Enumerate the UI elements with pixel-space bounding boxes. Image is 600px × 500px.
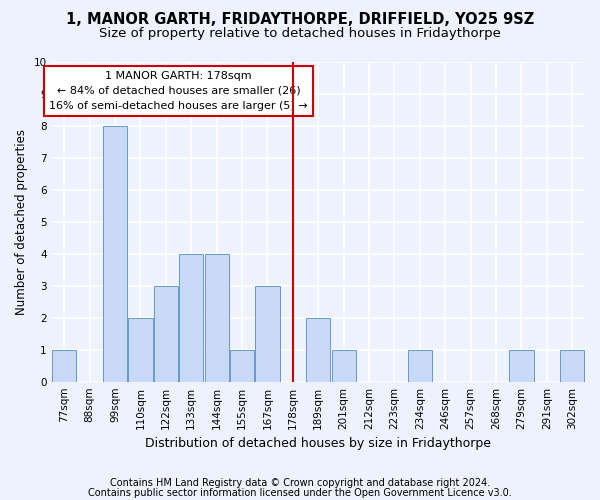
Text: Contains HM Land Registry data © Crown copyright and database right 2024.: Contains HM Land Registry data © Crown c… [110, 478, 490, 488]
Bar [52, 350, 76, 382]
Bar [256, 286, 280, 382]
Text: Contains public sector information licensed under the Open Government Licence v3: Contains public sector information licen… [88, 488, 512, 498]
Bar [332, 350, 356, 382]
Bar [560, 350, 584, 382]
Bar [128, 318, 152, 382]
Bar [179, 254, 203, 382]
X-axis label: Distribution of detached houses by size in Fridaythorpe: Distribution of detached houses by size … [145, 437, 491, 450]
Bar [408, 350, 432, 382]
Text: Size of property relative to detached houses in Fridaythorpe: Size of property relative to detached ho… [99, 28, 501, 40]
Bar [230, 350, 254, 382]
Bar [205, 254, 229, 382]
Bar [509, 350, 533, 382]
Bar [154, 286, 178, 382]
Text: 1 MANOR GARTH: 178sqm
← 84% of detached houses are smaller (26)
16% of semi-deta: 1 MANOR GARTH: 178sqm ← 84% of detached … [49, 71, 308, 110]
Bar [306, 318, 331, 382]
Text: 1, MANOR GARTH, FRIDAYTHORPE, DRIFFIELD, YO25 9SZ: 1, MANOR GARTH, FRIDAYTHORPE, DRIFFIELD,… [66, 12, 534, 28]
Bar [103, 126, 127, 382]
Y-axis label: Number of detached properties: Number of detached properties [15, 128, 28, 314]
